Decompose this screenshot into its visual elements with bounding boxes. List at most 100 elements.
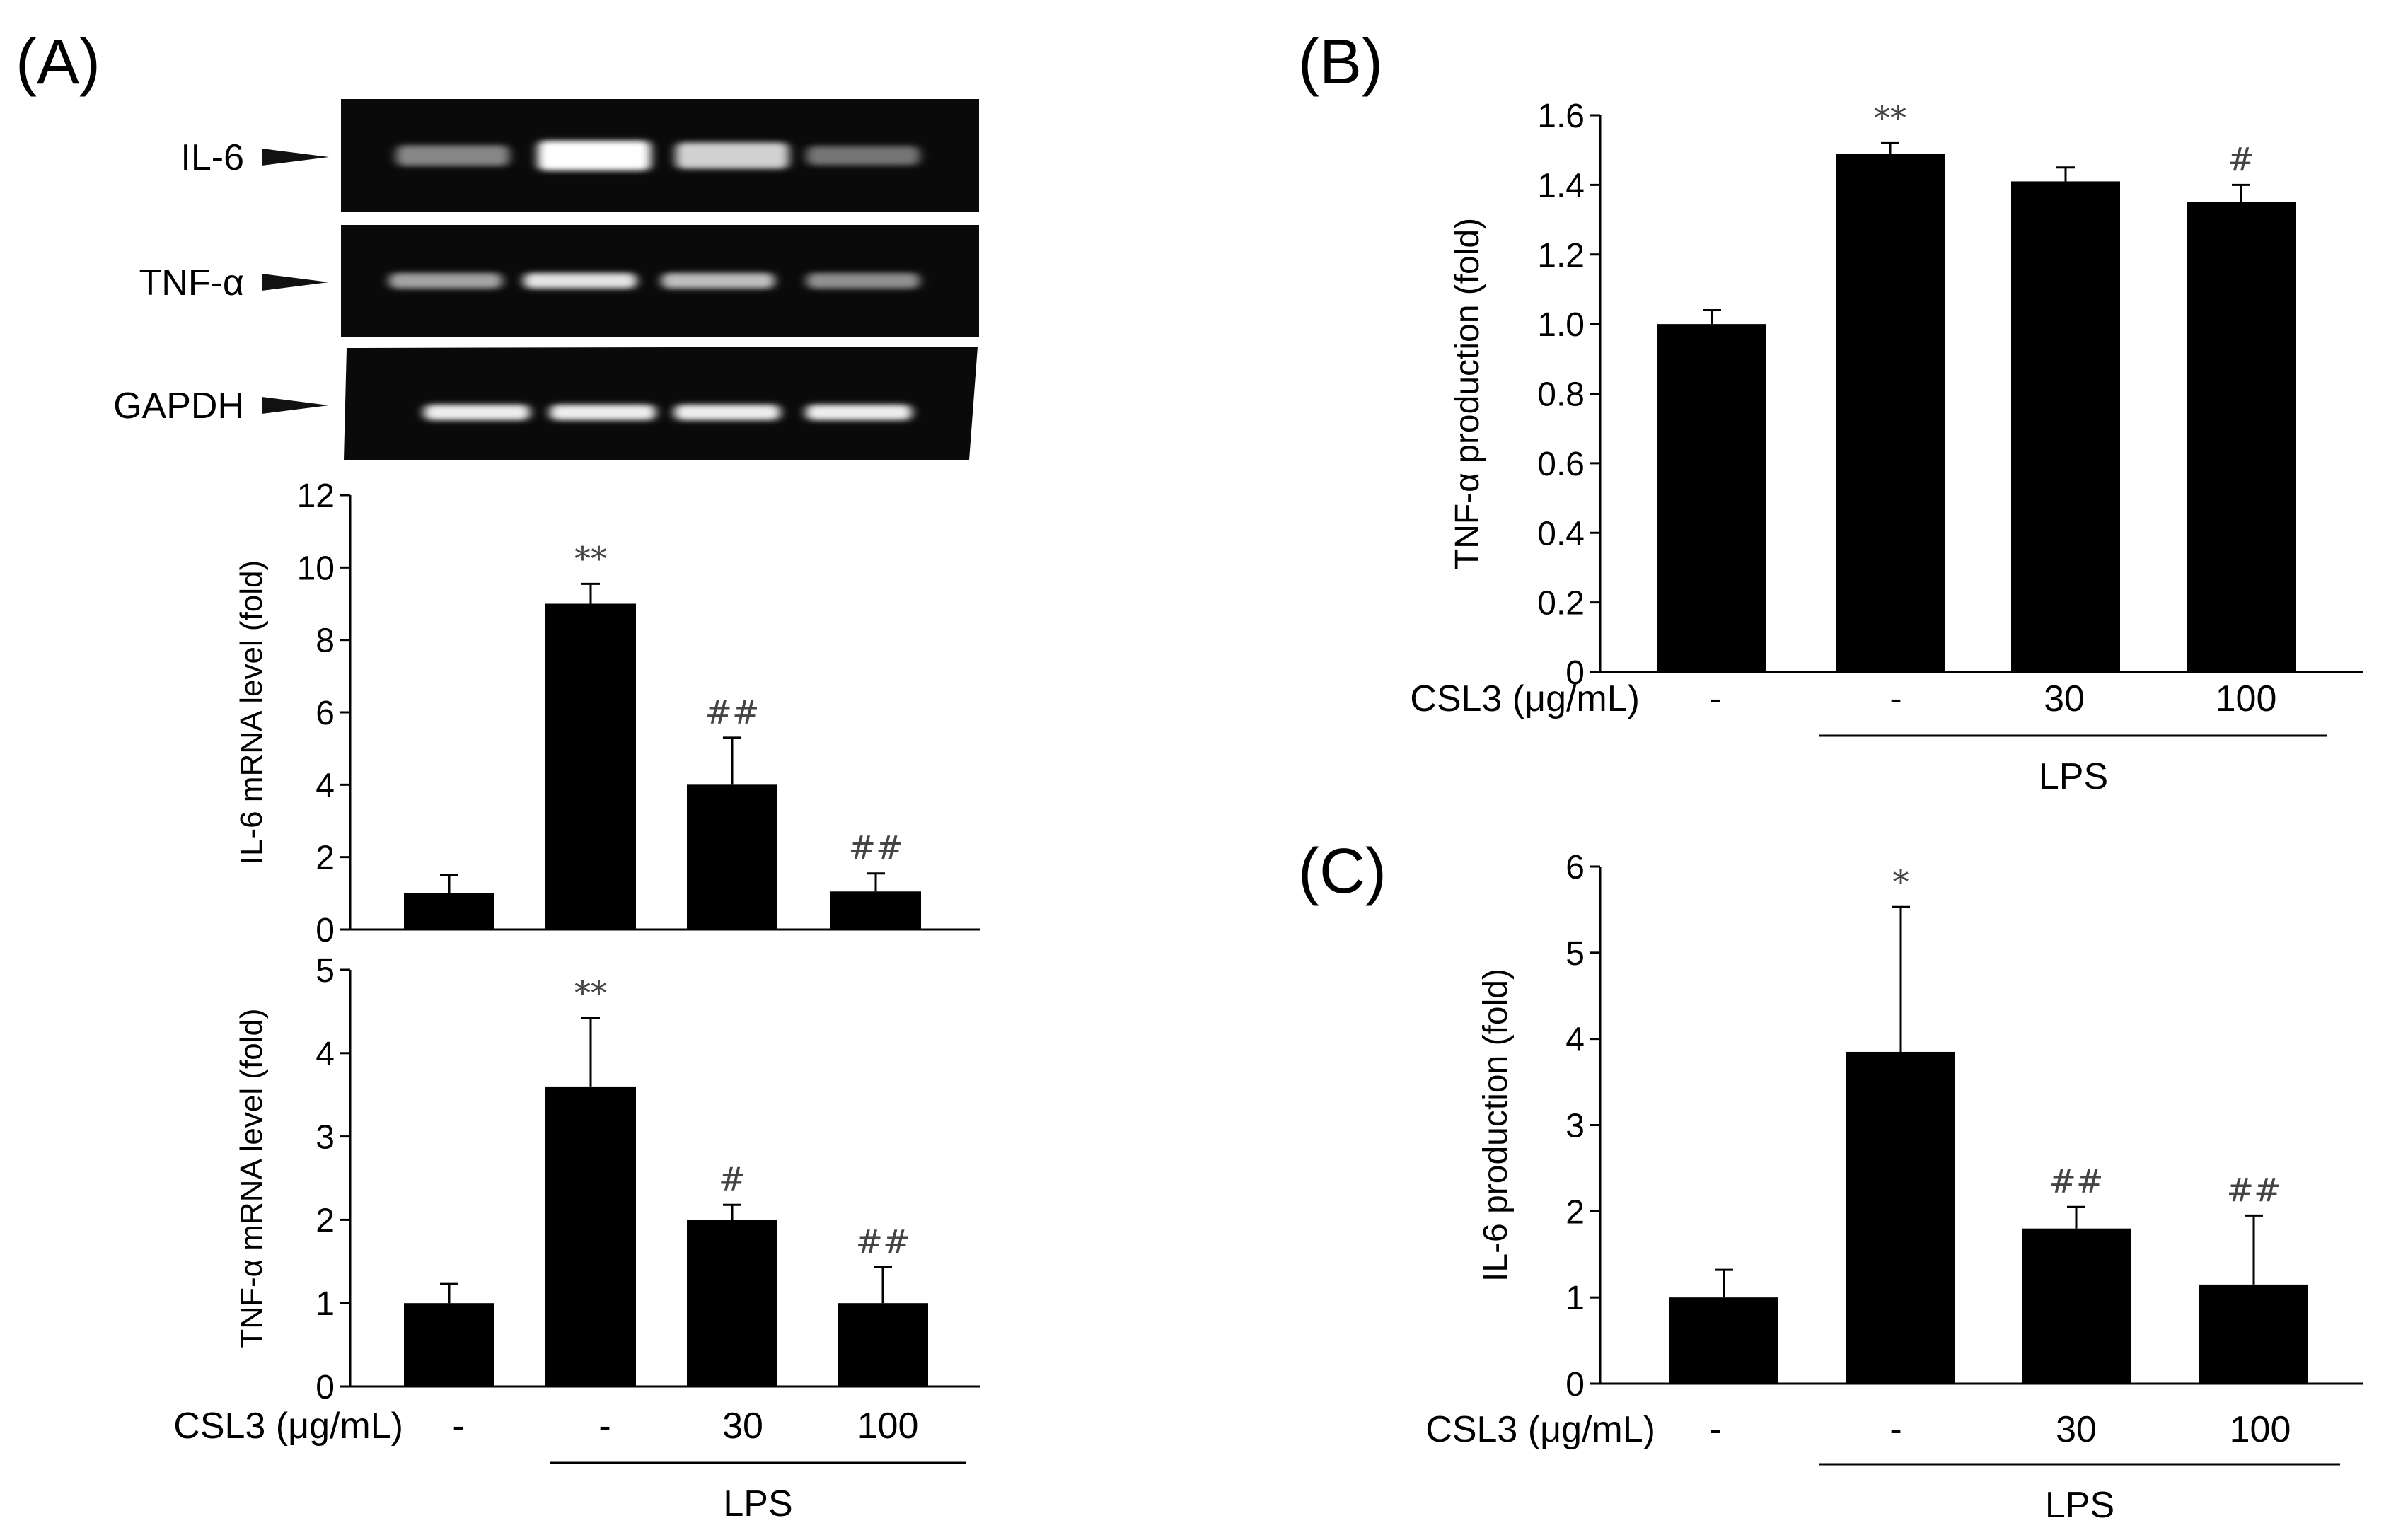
gel-band — [661, 273, 775, 289]
significance-marker: ** — [1874, 98, 1906, 137]
significance-marker: ## — [2226, 1171, 2281, 1209]
treatment-legend-b: CSL3 (μg/mL) - - 30 100 LPS — [1410, 678, 2327, 797]
y-tick-label: 0.8 — [1537, 376, 1585, 414]
gel-band — [424, 405, 530, 420]
y-tick-label: 3 — [1565, 1108, 1585, 1145]
gel-band — [806, 146, 920, 166]
y-tick-label: 1.0 — [1537, 306, 1585, 344]
treatment-condition: 30 — [2056, 1409, 2097, 1450]
y-axis-label: IL-6 production (fold) — [1477, 968, 1515, 1282]
y-tick-label: 0 — [316, 912, 335, 949]
gel-band — [806, 273, 920, 289]
bar — [1657, 324, 1766, 672]
y-tick-label: 0 — [1565, 654, 1585, 692]
y-tick-label: 4 — [316, 1036, 335, 1073]
significance-marker: ** — [574, 973, 607, 1012]
significance-marker: ## — [855, 1223, 910, 1261]
y-tick-label: 1.6 — [1537, 98, 1585, 135]
bar — [545, 603, 636, 930]
y-tick-label: 6 — [316, 695, 335, 732]
treatment-label: CSL3 (μg/mL) — [1410, 678, 1640, 719]
y-axis-label: IL-6 mRNA level (fold) — [234, 560, 269, 864]
y-tick-label: 2 — [1565, 1193, 1585, 1231]
bar — [687, 784, 777, 930]
bar — [838, 1303, 928, 1386]
treatment-condition: - — [1709, 678, 1721, 719]
y-axis-label: TNF-α mRNA level (fold) — [234, 1008, 269, 1348]
bar — [404, 1303, 494, 1386]
panel-label-b: (B) — [1298, 27, 1383, 98]
bar — [1669, 1297, 1778, 1384]
gel-band — [389, 273, 502, 289]
il6-mrna-chart: 0 2 4 6 8 10 12 IL-6 mRNA level (fold) ** ## ## — [234, 477, 980, 949]
significance-marker: # — [2228, 140, 2255, 178]
y-tick-label: 8 — [316, 622, 335, 660]
bar — [2199, 1284, 2308, 1384]
significance-marker: # — [719, 1160, 746, 1198]
y-tick-label: 1.2 — [1537, 237, 1585, 274]
y-axis-label: TNF-α production (fold) — [1449, 218, 1486, 569]
treatment-condition: 30 — [722, 1406, 763, 1447]
y-tick-label: 0 — [316, 1369, 335, 1406]
y-tick-label: 4 — [1565, 1021, 1585, 1059]
gel-arrowhead — [262, 149, 329, 166]
panel-label-a: (A) — [16, 27, 100, 98]
gel-band — [806, 405, 912, 420]
bar — [687, 1220, 777, 1386]
y-tick-label: 5 — [316, 952, 335, 990]
tnf-production-chart: 0 0.2 0.4 0.6 0.8 1.0 1.2 1.4 1.6 TNF-α productio… — [1449, 98, 2363, 692]
treatment-label: CSL3 (μg/mL) — [1425, 1409, 1655, 1450]
y-tick-label: 5 — [1565, 935, 1585, 973]
bar — [404, 893, 494, 930]
gel-band — [674, 405, 780, 420]
bar — [830, 891, 921, 930]
il6-production-chart: 0 1 2 3 4 5 6 IL-6 production (fold) * ## ## — [1477, 849, 2363, 1403]
gel-band — [676, 142, 789, 169]
y-tick-label: 0 — [1565, 1366, 1585, 1403]
gel-panel — [344, 347, 978, 460]
treatment-condition: - — [1889, 1409, 1901, 1450]
y-tick-label: 10 — [297, 550, 335, 587]
significance-marker: ## — [848, 829, 903, 867]
y-tick-label: 2 — [316, 840, 335, 877]
treatment-label: CSL3 (μg/mL) — [173, 1406, 403, 1447]
bar — [2022, 1228, 2131, 1384]
y-tick-label: 1 — [1565, 1280, 1585, 1317]
significance-marker: ## — [2049, 1162, 2103, 1200]
y-tick-label: 6 — [1565, 849, 1585, 886]
y-tick-label: 0.4 — [1537, 515, 1585, 552]
y-tick-label: 4 — [316, 767, 335, 804]
treatment-condition: - — [1709, 1409, 1721, 1450]
gel-arrowhead — [262, 274, 329, 291]
treatment-condition: - — [1889, 678, 1901, 719]
lps-label: LPS — [2039, 756, 2108, 797]
treatment-legend-c: CSL3 (μg/mL) - - 30 100 LPS — [1425, 1409, 2340, 1523]
treatment-condition: - — [598, 1406, 610, 1447]
treatment-condition: 100 — [2216, 678, 2277, 719]
y-tick-label: 1 — [316, 1285, 335, 1323]
panel-label-c: (C) — [1298, 836, 1387, 907]
bar — [2011, 181, 2120, 672]
gel-band — [550, 405, 656, 420]
bar — [545, 1086, 636, 1386]
gel-row-label: TNF-α — [139, 262, 244, 303]
treatment-condition: - — [452, 1406, 464, 1447]
significance-marker: ## — [705, 693, 759, 731]
gel-row-label: IL-6 — [180, 137, 244, 178]
bar — [1846, 1051, 1955, 1384]
y-tick-label: 3 — [316, 1119, 335, 1157]
gel-band — [396, 145, 509, 166]
bar — [2187, 202, 2296, 672]
gel-image: IL-6 TNF-α GAPDH — [113, 99, 979, 460]
y-tick-label: 0.6 — [1537, 446, 1585, 483]
significance-marker: ** — [574, 539, 607, 577]
y-tick-label: 0.2 — [1537, 585, 1585, 622]
treatment-condition: 100 — [857, 1406, 919, 1447]
significance-marker: * — [1893, 862, 1909, 901]
treatment-condition: 100 — [2230, 1409, 2291, 1450]
gel-band — [523, 273, 637, 289]
y-tick-label: 1.4 — [1537, 167, 1585, 204]
lps-label: LPS — [2045, 1485, 2114, 1523]
